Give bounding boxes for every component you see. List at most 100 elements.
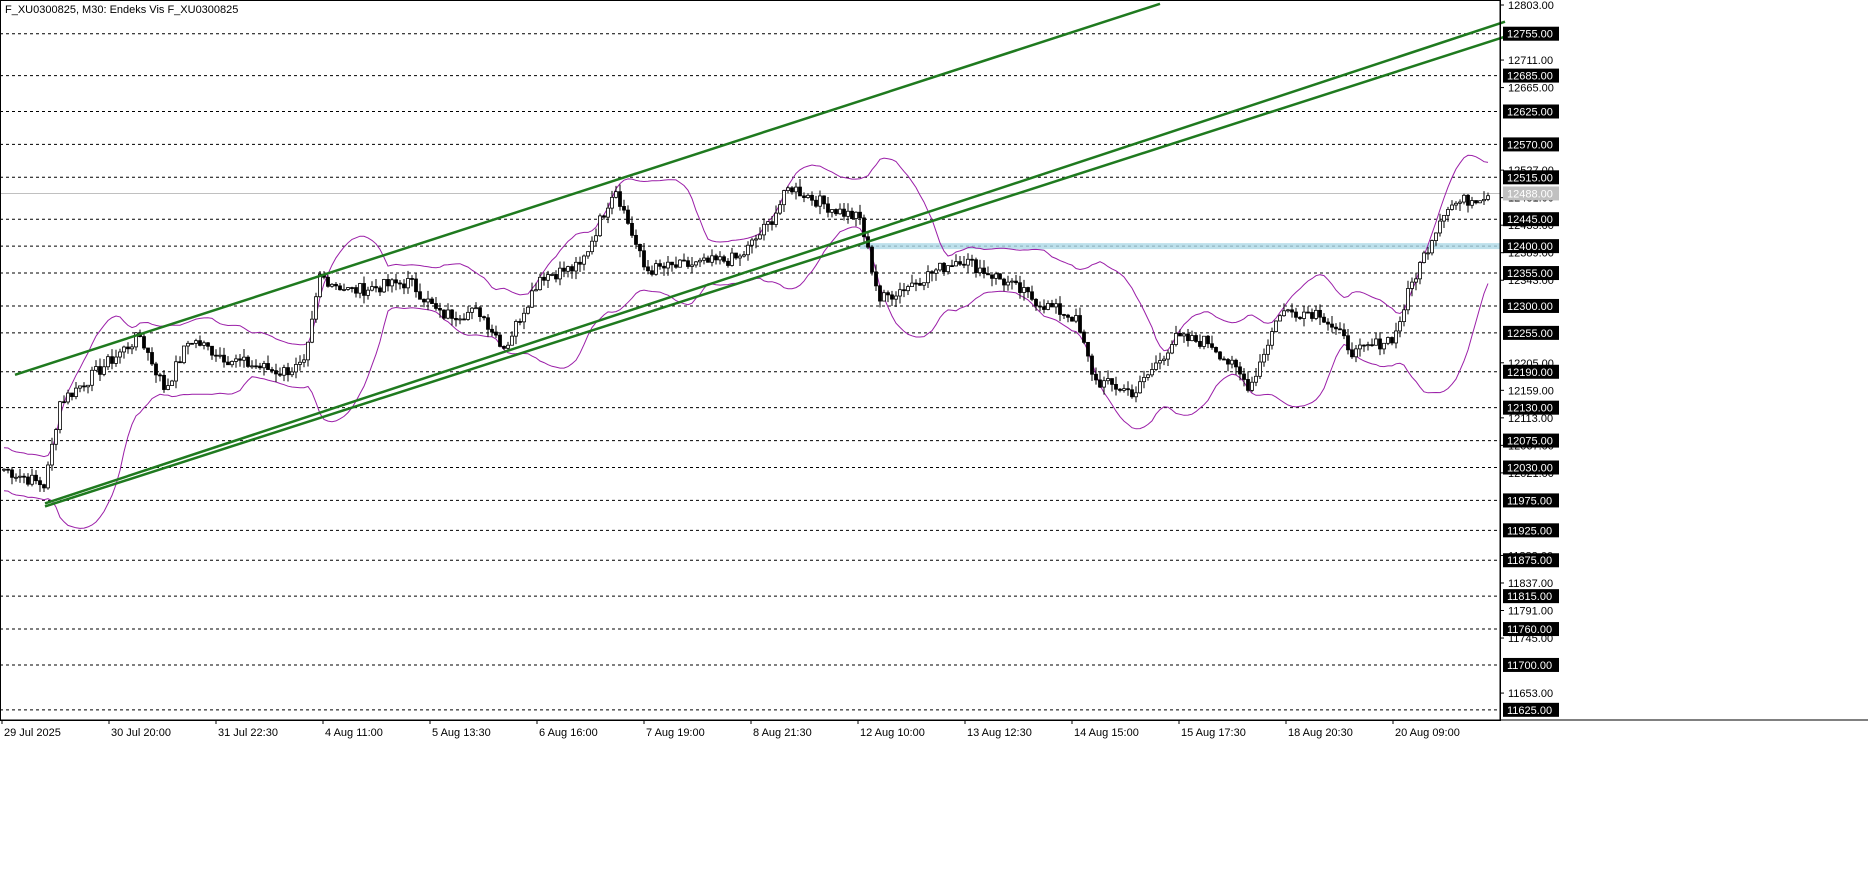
candle-body: [658, 263, 662, 267]
candle-body: [774, 212, 778, 225]
candle-body: [450, 309, 454, 319]
candle-body: [1330, 323, 1334, 328]
candle-body: [330, 283, 334, 287]
candle-body: [1038, 305, 1042, 308]
candle-body: [890, 294, 894, 300]
candle-body: [1130, 389, 1134, 398]
level-label-box: [1503, 589, 1559, 604]
candle-body: [118, 351, 122, 358]
candle-body: [850, 210, 854, 219]
candle-body: [934, 269, 938, 274]
support-zone[interactable]: [860, 243, 1500, 250]
candle-body: [162, 374, 166, 390]
candle-body: [1066, 314, 1070, 318]
candle-body: [1370, 344, 1374, 347]
candle-body: [1026, 287, 1030, 293]
candle-body: [1390, 337, 1394, 344]
level-label-box: [1503, 137, 1559, 152]
candle-body: [1134, 392, 1138, 398]
trendlines-layer[interactable]: [14, 2, 1506, 508]
candle-body: [810, 194, 814, 201]
candle-body: [478, 307, 482, 318]
candle-body: [782, 190, 786, 206]
candle-body: [1290, 309, 1294, 313]
candle-body: [1398, 321, 1402, 332]
candle-body: [1106, 378, 1110, 382]
candle-body: [1014, 280, 1018, 284]
candle-body: [1102, 380, 1106, 388]
candle-body: [1174, 332, 1178, 345]
level-label: 11700.00: [1507, 660, 1552, 672]
candle-body: [418, 291, 422, 300]
candle-body: [1346, 335, 1350, 351]
candle-body: [778, 204, 782, 214]
candle-body: [946, 265, 950, 273]
candle-body: [1258, 361, 1262, 377]
candle-body: [1382, 342, 1386, 350]
candle-body: [1234, 359, 1238, 368]
candle-body: [1426, 252, 1430, 255]
candle-body: [1478, 200, 1482, 204]
candle-body: [702, 257, 706, 261]
candle-body: [1114, 383, 1118, 390]
candle-body: [1046, 303, 1050, 310]
candle-body: [770, 221, 774, 225]
trend-line[interactable]: [44, 35, 1506, 508]
candle-body: [862, 217, 866, 238]
candle-body: [70, 392, 74, 398]
candle-body: [1210, 343, 1214, 348]
candle-body: [266, 363, 270, 370]
candle-body: [802, 195, 806, 198]
candle-body: [210, 345, 214, 356]
candle-body: [754, 238, 758, 241]
candle-body: [1198, 341, 1202, 347]
level-label-box: [1503, 239, 1559, 254]
candle-body: [1118, 388, 1122, 391]
candle-body: [1074, 315, 1078, 322]
candle-body: [342, 289, 346, 291]
x-tick-label: 31 Jul 22:30: [218, 727, 278, 739]
candle-body: [234, 358, 238, 362]
candle-body: [1146, 374, 1150, 378]
level-label-box: [1503, 523, 1559, 538]
candle-body: [1030, 291, 1034, 300]
candle-body: [1194, 335, 1198, 342]
x-tick-label: 8 Aug 21:30: [753, 727, 812, 739]
candle-body: [530, 290, 534, 308]
candle-body: [1262, 353, 1266, 363]
candle-body: [1022, 287, 1026, 293]
candle-body: [1166, 352, 1170, 360]
candle-body: [446, 309, 450, 319]
level-label: 12255.00: [1507, 328, 1553, 340]
level-label: 12130.00: [1507, 403, 1553, 415]
bollinger-upper-band: [3, 154, 1489, 458]
candle-body: [1334, 326, 1338, 330]
trend-line[interactable]: [44, 20, 1506, 505]
candle-body: [434, 303, 438, 309]
level-label-box: [1503, 325, 1559, 340]
support-zone-layer: [0, 192, 1500, 250]
candle-body: [1442, 214, 1446, 222]
candle-body: [294, 364, 298, 373]
candle-body: [22, 475, 26, 478]
candle-body: [270, 369, 274, 372]
candle-body: [1126, 388, 1130, 391]
candle-body: [1206, 335, 1210, 345]
candle-body: [414, 278, 418, 293]
candle-body: [582, 255, 586, 265]
candle-body: [174, 361, 178, 382]
trend-line[interactable]: [14, 2, 1161, 376]
level-label: 12030.00: [1507, 463, 1553, 475]
candle-body: [110, 356, 114, 364]
candle-body: [310, 318, 314, 343]
candle-body: [538, 276, 542, 291]
candle-body: [1218, 351, 1222, 360]
candle-body: [1438, 220, 1442, 234]
candle-body: [554, 274, 558, 280]
candle-body: [1254, 375, 1258, 383]
candle-body: [1454, 202, 1458, 206]
candle-body: [794, 186, 798, 193]
